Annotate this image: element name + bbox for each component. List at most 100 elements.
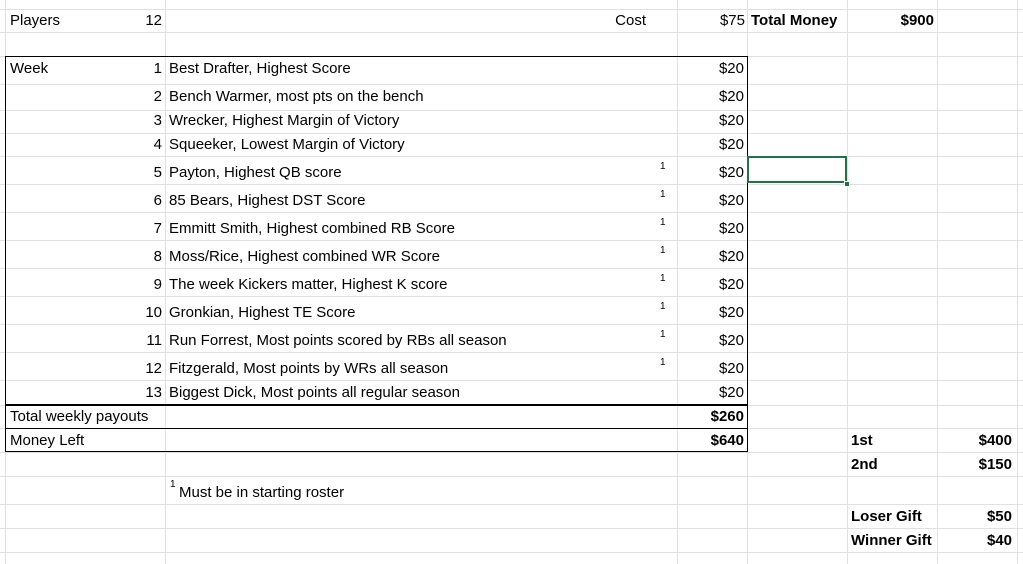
prize-value[interactable]: $150 [978, 456, 1012, 473]
row-gridline [0, 133, 1023, 134]
row-gridline [0, 184, 1023, 185]
row-gridline [0, 528, 1023, 529]
row-gridline [0, 324, 1023, 325]
footnote-marker: 1 [660, 189, 666, 200]
week-payout-amount[interactable]: $20 [718, 88, 744, 105]
fill-handle[interactable] [844, 181, 850, 187]
money-left-label[interactable]: Money Left [10, 432, 85, 449]
week-number[interactable]: 10 [145, 304, 162, 321]
cost-value[interactable]: $75 [719, 12, 745, 29]
row-gridline [0, 9, 1023, 10]
week-payout-amount[interactable]: $20 [718, 248, 744, 265]
week-award-description[interactable]: 85 Bears, Highest DST Score [169, 192, 366, 209]
table-border-bottom [5, 451, 747, 452]
column-gridline [677, 0, 678, 564]
row-gridline [0, 240, 1023, 241]
week-award-description[interactable]: The week Kickers matter, Highest K score [169, 276, 448, 293]
prize-label[interactable]: Loser Gift [851, 508, 922, 525]
week-payout-amount[interactable]: $20 [718, 332, 744, 349]
selected-cell[interactable] [747, 156, 847, 183]
week-payout-amount[interactable]: $20 [718, 112, 744, 129]
row-gridline [0, 380, 1023, 381]
cost-label[interactable]: Cost [615, 12, 646, 29]
footnote-marker: 1 [660, 273, 666, 284]
week-award-description[interactable]: Best Drafter, Highest Score [169, 60, 351, 77]
week-label[interactable]: Week [10, 60, 49, 77]
week-number[interactable]: 5 [153, 164, 162, 181]
week-payout-amount[interactable]: $20 [718, 164, 744, 181]
week-payout-amount[interactable]: $20 [718, 192, 744, 209]
week-award-description[interactable]: Fitzgerald, Most points by WRs all seaso… [169, 360, 449, 377]
footnote-text[interactable]: Must be in starting roster [179, 484, 345, 501]
week-number[interactable]: 9 [153, 276, 162, 293]
footnote-marker: 1 [660, 357, 666, 368]
week-number[interactable]: 12 [145, 360, 162, 377]
table-border-totals [5, 404, 747, 406]
footnote-marker: 1 [660, 245, 666, 256]
week-number[interactable]: 1 [153, 60, 162, 77]
row-gridline [0, 84, 1023, 85]
players-label[interactable]: Players [10, 12, 61, 29]
row-gridline [0, 110, 1023, 111]
total-money-label[interactable]: Total Money [751, 12, 838, 29]
column-gridline [1017, 0, 1018, 564]
week-number[interactable]: 7 [153, 220, 162, 237]
week-payout-amount[interactable]: $20 [718, 360, 744, 377]
row-gridline [0, 32, 1023, 33]
week-number[interactable]: 4 [153, 136, 162, 153]
week-award-description[interactable]: Wrecker, Highest Margin of Victory [169, 112, 400, 129]
week-award-description[interactable]: Run Forrest, Most points scored by RBs a… [169, 332, 507, 349]
column-gridline [165, 0, 166, 564]
week-number[interactable]: 3 [153, 112, 162, 129]
row-gridline [0, 352, 1023, 353]
week-award-description[interactable]: Biggest Dick, Most points all regular se… [169, 384, 460, 401]
week-award-description[interactable]: Bench Warmer, most pts on the bench [169, 88, 424, 105]
week-award-description[interactable]: Payton, Highest QB score [169, 164, 342, 181]
week-payout-amount[interactable]: $20 [718, 136, 744, 153]
footnote-marker: 1 [660, 161, 666, 172]
row-gridline [0, 212, 1023, 213]
week-number[interactable]: 6 [153, 192, 162, 209]
row-gridline [0, 452, 1023, 453]
week-number[interactable]: 11 [146, 332, 162, 349]
row-gridline [0, 156, 1023, 157]
table-border-right [747, 56, 748, 452]
table-border-money-left [5, 428, 747, 429]
prize-label[interactable]: 1st [851, 432, 873, 449]
row-gridline [0, 296, 1023, 297]
week-payout-amount[interactable]: $20 [718, 304, 744, 321]
week-number[interactable]: 2 [153, 88, 162, 105]
week-award-description[interactable]: Squeeker, Lowest Margin of Victory [169, 136, 405, 153]
total-weekly-payouts-label[interactable]: Total weekly payouts [10, 408, 149, 425]
week-payout-amount[interactable]: $20 [718, 384, 744, 401]
prize-label[interactable]: Winner Gift [851, 532, 932, 549]
total-money-value[interactable]: $900 [900, 12, 934, 29]
money-left-value[interactable]: $640 [710, 432, 744, 449]
footnote-marker: 1 [170, 479, 176, 490]
footnote-marker: 1 [660, 329, 666, 340]
week-award-description[interactable]: Moss/Rice, Highest combined WR Score [169, 248, 440, 265]
footnote-marker: 1 [660, 301, 666, 312]
row-gridline [0, 268, 1023, 269]
players-value[interactable]: 12 [145, 12, 162, 29]
row-gridline [0, 504, 1023, 505]
week-payout-amount[interactable]: $20 [718, 60, 744, 77]
week-payout-amount[interactable]: $20 [718, 220, 744, 237]
week-payout-amount[interactable]: $20 [718, 276, 744, 293]
table-border-left [5, 56, 6, 452]
column-gridline [847, 0, 848, 564]
week-number[interactable]: 8 [153, 248, 162, 265]
prize-value[interactable]: $400 [978, 432, 1012, 449]
week-award-description[interactable]: Emmitt Smith, Highest combined RB Score [169, 220, 455, 237]
prize-label[interactable]: 2nd [851, 456, 878, 473]
column-gridline [937, 0, 938, 564]
prize-value[interactable]: $50 [986, 508, 1012, 525]
row-gridline [0, 552, 1023, 553]
week-number[interactable]: 13 [145, 384, 162, 401]
row-gridline [0, 476, 1023, 477]
table-border-top [5, 56, 747, 57]
week-award-description[interactable]: Gronkian, Highest TE Score [169, 304, 356, 321]
total-weekly-payouts-value[interactable]: $260 [710, 408, 744, 425]
prize-value[interactable]: $40 [986, 532, 1012, 549]
